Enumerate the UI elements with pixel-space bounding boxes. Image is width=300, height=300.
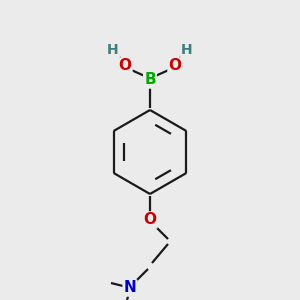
Text: H: H bbox=[181, 43, 193, 57]
Text: O: O bbox=[169, 58, 182, 74]
Text: N: N bbox=[124, 280, 136, 296]
Text: B: B bbox=[144, 73, 156, 88]
Text: O: O bbox=[118, 58, 131, 74]
Text: H: H bbox=[107, 43, 119, 57]
Text: O: O bbox=[143, 212, 157, 227]
